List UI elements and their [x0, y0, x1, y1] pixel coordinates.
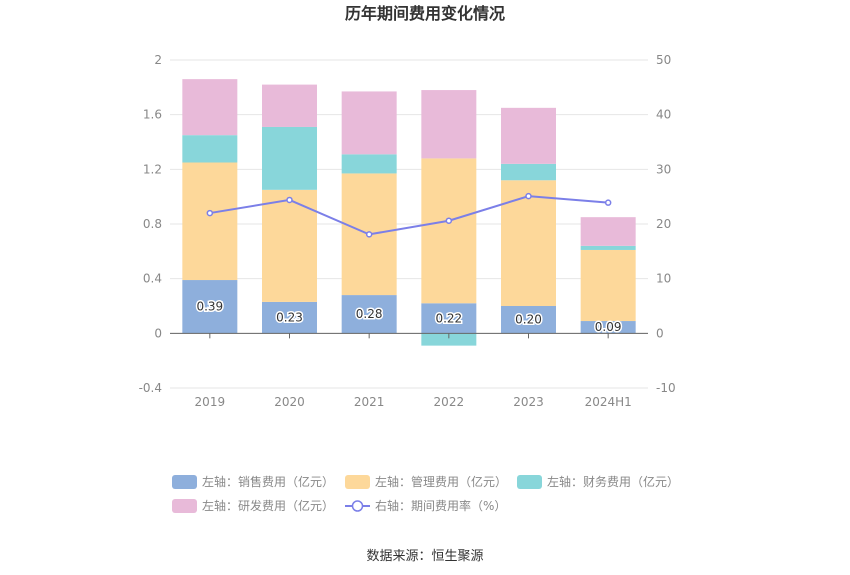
bar-data-label: 0.39: [196, 300, 223, 314]
right-axis-tick-label: 30: [656, 162, 671, 176]
bar-segment: [421, 303, 477, 334]
bar-segment: [341, 295, 397, 334]
legend-swatch: [345, 475, 370, 489]
right-axis-tick-label: 40: [656, 108, 671, 122]
chart-title: 历年期间费用变化情况: [345, 4, 505, 23]
bar-segment: [182, 280, 238, 334]
bar-data-label: 0.28: [356, 307, 383, 321]
bar-segment: [262, 126, 317, 190]
right-axis-tick-label: -10: [656, 381, 676, 395]
bar-segment: [341, 154, 397, 174]
legend-label: 左轴：管理费用（亿元）: [375, 474, 507, 489]
left-axis-tick-label: 0.8: [143, 217, 162, 231]
line-point: [604, 199, 612, 206]
bar-segment: [580, 245, 636, 250]
left-axis-tick-label: -0.4: [139, 381, 162, 395]
legend-line-marker: [351, 500, 364, 512]
grid-lines: [170, 59, 648, 389]
bar-segment: [341, 91, 397, 155]
right-axis-tick-label: 10: [656, 272, 671, 286]
legend-label: 左轴：销售费用（亿元）: [202, 474, 334, 489]
bar-segment: [182, 162, 238, 281]
legend: 左轴：销售费用（亿元） 左轴：管理费用（亿元） 左轴：财务费用（亿元） 左轴：研发费用…: [172, 474, 679, 513]
bar-segment: [580, 321, 636, 334]
bar-data-label: 0.23: [276, 311, 303, 325]
bar-data-label: 0.09: [595, 320, 622, 334]
bar-segment: [182, 135, 238, 163]
bar-series: [182, 79, 636, 346]
bar-segment: [501, 163, 556, 181]
x-axis-tick-label: 2021: [354, 395, 385, 409]
bar-segment: [580, 217, 636, 246]
x-axis-tick-label: 2023: [513, 395, 544, 409]
bar-segment: [421, 90, 477, 159]
bar-segment: [580, 249, 636, 322]
left-axis-tick-label: 0.4: [143, 272, 162, 286]
legend-swatch: [172, 475, 197, 489]
bar-data-label: 0.20: [515, 313, 542, 327]
bar-segment: [262, 189, 317, 302]
x-axis-tick-label: 2022: [434, 395, 465, 409]
legend-swatch: [172, 499, 197, 513]
legend-swatch: [517, 475, 542, 489]
bar-segment: [262, 301, 317, 334]
bar-segment: [501, 306, 556, 334]
bar-data-labels: 0.39 0.23 0.28 0.22 0.20 0.09: [195, 298, 623, 336]
bar-segment: [421, 333, 477, 346]
source-note: 数据来源：恒生聚源: [366, 549, 483, 564]
bar-segment: [501, 107, 556, 164]
right-axis-tick-label: 20: [656, 217, 671, 231]
legend-label: 左轴：研发费用（亿元）: [202, 498, 334, 513]
x-axis-tick-label: 2020: [274, 395, 305, 409]
x-axis-tick-label: 2024H1: [585, 395, 632, 409]
bar-segment: [182, 79, 238, 136]
legend-label: 左轴：财务费用（亿元）: [547, 474, 679, 489]
left-axis-tick-label: 1.6: [143, 108, 162, 122]
bar-segment: [421, 158, 477, 304]
left-axis-tick-label: 2: [154, 53, 162, 67]
bar-data-label: 0.22: [435, 311, 462, 325]
left-axis-tick-label: 0: [154, 326, 162, 340]
x-axis-tick-label: 2019: [195, 395, 226, 409]
line-point: [206, 209, 214, 217]
expense-rate-line: [209, 195, 609, 236]
line-point: [286, 196, 293, 204]
left-axis-tick-label: 1.2: [143, 162, 162, 176]
line-point: [365, 231, 373, 238]
right-axis-tick-label: 50: [656, 53, 671, 67]
line-series: [206, 192, 612, 238]
right-axis-tick-label: 0: [656, 326, 664, 340]
legend-label: 右轴：期间费用率（%）: [375, 498, 506, 513]
bar-segment: [262, 84, 317, 127]
axes: -0.4 0 0.4 0.8 1.2 1.6 2 -10 0 10 20 30 40 50 2019 2020…: [139, 53, 676, 409]
line-point: [525, 192, 532, 200]
line-point: [445, 217, 453, 224]
